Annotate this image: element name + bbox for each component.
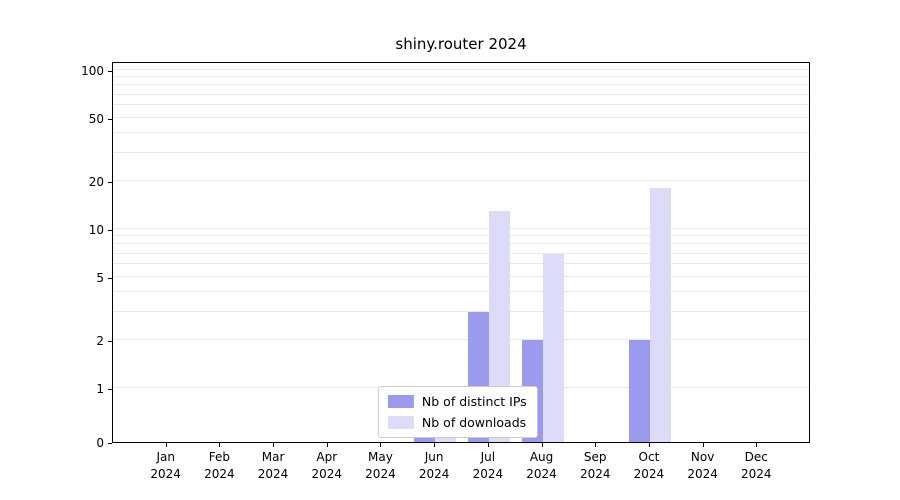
grid-line — [113, 152, 809, 154]
grid-line — [113, 311, 809, 313]
y-tick-mark — [108, 118, 112, 120]
legend-swatch-downloads — [387, 416, 414, 429]
grid-line — [113, 116, 809, 118]
grid-line — [113, 132, 809, 134]
y-tick-label: 1 — [96, 382, 104, 396]
x-tick-label: Jun 2024 — [418, 450, 450, 481]
legend: Nb of distinct IPs Nb of downloads — [377, 386, 538, 438]
x-tick-mark — [541, 443, 543, 447]
x-tick-label: Sep 2024 — [579, 450, 611, 481]
bar-downloads — [488, 210, 510, 442]
x-tick-mark — [702, 443, 704, 447]
x-tick-mark — [756, 443, 758, 447]
grid-line — [113, 263, 809, 265]
grid-line — [113, 252, 809, 254]
x-tick-label: Oct 2024 — [633, 450, 665, 481]
x-tick-label: Mar 2024 — [257, 450, 289, 481]
grid-line — [113, 291, 809, 293]
y-tick-label: 2 — [96, 334, 104, 349]
y-tick-label: 10 — [88, 223, 104, 237]
grid-line — [113, 180, 809, 182]
x-tick-mark — [648, 443, 650, 447]
x-tick-mark — [434, 443, 436, 447]
x-tick-label: May 2024 — [365, 450, 396, 481]
y-tick-label: 0 — [96, 436, 104, 450]
y-tick-mark — [108, 71, 112, 72]
x-tick-mark — [273, 443, 275, 447]
grid-line — [113, 69, 809, 70]
y-tick-mark — [108, 182, 112, 184]
plot-area: Nb of distinct IPs Nb of downloads — [112, 62, 810, 443]
x-tick-mark — [165, 443, 167, 447]
y-tick-mark — [108, 341, 112, 343]
y-tick-mark — [108, 443, 112, 444]
bar-distinct-ips — [628, 340, 650, 442]
legend-item-downloads: Nb of downloads — [387, 415, 527, 430]
y-tick-label: 100 — [81, 64, 104, 78]
y-tick-label: 20 — [88, 175, 104, 190]
x-tick-label: Nov 2024 — [687, 450, 718, 481]
grid-line — [113, 275, 809, 277]
x-tick-label: Dec 2024 — [741, 450, 772, 481]
x-tick-label: Jan 2024 — [150, 450, 181, 481]
x-tick-label: Jul 2024 — [472, 450, 504, 481]
legend-swatch-distinct-ips — [387, 395, 414, 408]
x-tick-label: Aug 2024 — [526, 450, 557, 481]
x-tick-label: Feb 2024 — [204, 450, 235, 481]
grid-line — [113, 84, 809, 86]
legend-label-downloads: Nb of downloads — [421, 415, 527, 430]
y-tick-label: 5 — [96, 270, 104, 285]
grid-line — [113, 235, 809, 237]
bar-downloads — [649, 188, 671, 442]
chart-title: shiny.router 2024 — [395, 35, 527, 53]
x-tick-mark — [326, 443, 328, 447]
grid-line — [113, 104, 809, 106]
grid-line — [113, 93, 809, 95]
x-tick-mark — [487, 443, 489, 447]
x-tick-mark — [595, 443, 597, 447]
y-tick-mark — [108, 389, 112, 390]
x-tick-mark — [380, 443, 382, 447]
gridlines — [113, 63, 809, 442]
grid-line — [113, 228, 809, 229]
y-tick-label: 50 — [88, 111, 104, 126]
y-tick-mark — [108, 277, 112, 279]
grid-line — [113, 243, 809, 245]
bar-downloads — [542, 253, 564, 442]
grid-line — [113, 76, 809, 78]
x-tick-label: Apr 2024 — [311, 450, 343, 481]
legend-label-distinct-ips: Nb of distinct IPs — [421, 394, 527, 409]
legend-item-distinct-ips: Nb of distinct IPs — [387, 394, 527, 409]
grid-line — [113, 339, 809, 341]
x-tick-mark — [219, 443, 221, 447]
y-tick-mark — [108, 230, 112, 231]
